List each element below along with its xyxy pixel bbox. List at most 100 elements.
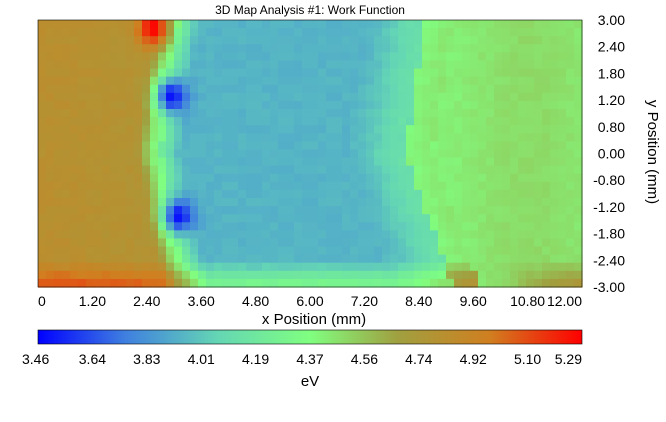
- heatmap-cell: [574, 36, 583, 45]
- heatmap-cell: [534, 270, 543, 280]
- heatmap-cell: [502, 181, 511, 191]
- colorbar-tick-label: 3.64: [79, 351, 106, 367]
- heatmap-cell: [526, 278, 535, 288]
- heatmap-cell: [70, 92, 79, 102]
- heatmap-cell: [502, 222, 511, 231]
- heatmap-cell: [350, 238, 359, 248]
- heatmap-cell: [246, 230, 255, 240]
- heatmap-cell: [422, 60, 431, 70]
- heatmap-cell: [198, 222, 207, 231]
- heatmap-cell: [62, 238, 71, 248]
- heatmap-cell: [422, 157, 431, 167]
- heatmap-cell: [118, 238, 127, 248]
- heatmap-cell: [190, 173, 199, 183]
- heatmap-cell: [70, 246, 79, 256]
- heatmap-cell: [454, 173, 463, 183]
- heatmap-cell: [526, 28, 535, 37]
- heatmap-cell: [534, 214, 543, 223]
- heatmap-cell: [182, 60, 191, 70]
- heatmap-cell: [214, 68, 223, 78]
- heatmap-cell: [326, 189, 335, 199]
- heatmap-cell: [222, 198, 231, 207]
- heatmap-cell: [166, 262, 175, 272]
- heatmap-cell: [374, 165, 383, 175]
- heatmap-cell: [182, 181, 191, 191]
- heatmap-cell: [574, 117, 583, 126]
- heatmap-cell: [286, 44, 295, 53]
- heatmap-cell: [494, 222, 503, 231]
- heatmap-cell: [190, 149, 199, 159]
- heatmap-cell: [486, 181, 495, 191]
- heatmap-cell: [326, 76, 335, 86]
- heatmap-cell: [110, 76, 119, 86]
- heatmap-cell: [310, 68, 319, 78]
- heatmap-cell: [486, 84, 495, 94]
- heatmap-cell: [102, 214, 111, 223]
- heatmap-cell: [558, 230, 567, 240]
- heatmap-cell: [462, 60, 471, 70]
- heatmap-cell: [446, 100, 455, 110]
- heatmap-cell: [350, 44, 359, 53]
- heatmap-cell: [158, 60, 167, 70]
- heatmap-cell: [358, 84, 367, 94]
- heatmap-cell: [286, 125, 295, 134]
- heatmap-cell: [374, 36, 383, 45]
- heatmap-cell: [462, 133, 471, 142]
- heatmap-cell: [534, 44, 543, 53]
- heatmap-cell: [526, 44, 535, 53]
- heatmap-cell: [278, 92, 287, 102]
- heatmap-cell: [254, 68, 263, 78]
- heatmap-cell: [550, 117, 559, 126]
- heatmap-cell: [238, 76, 247, 86]
- heatmap-cell: [430, 173, 439, 183]
- heatmap-cell: [150, 36, 159, 45]
- heatmap-cell: [318, 181, 327, 191]
- heatmap-cell: [46, 100, 55, 110]
- heatmap-cell: [438, 278, 447, 288]
- heatmap-cell: [390, 262, 399, 272]
- heatmap-cell: [358, 206, 367, 215]
- heatmap-cell: [326, 230, 335, 240]
- heatmap-cell: [94, 117, 103, 126]
- heatmap-cell: [334, 222, 343, 231]
- heatmap-cell: [326, 133, 335, 142]
- heatmap-cell: [254, 254, 263, 264]
- heatmap-cell: [270, 165, 279, 175]
- heatmap-cell: [294, 181, 303, 191]
- heatmap-cell: [94, 109, 103, 118]
- heatmap-cell: [270, 262, 279, 272]
- heatmap-cell: [102, 149, 111, 159]
- heatmap-cell: [150, 100, 159, 110]
- heatmap-cell: [158, 173, 167, 183]
- heatmap-cell: [270, 20, 279, 29]
- heatmap-cell: [486, 222, 495, 231]
- heatmap-cell: [422, 28, 431, 37]
- heatmap-cell: [342, 254, 351, 264]
- heatmap-cell: [542, 222, 551, 231]
- heatmap-cell: [110, 181, 119, 191]
- heatmap-cell: [166, 270, 175, 280]
- heatmap-cell: [294, 133, 303, 142]
- heatmap-cell: [222, 44, 231, 53]
- heatmap-cell: [542, 100, 551, 110]
- heatmap-cell: [446, 254, 455, 264]
- heatmap-cell: [438, 84, 447, 94]
- heatmap-cell: [198, 109, 207, 118]
- heatmap-cell: [382, 36, 391, 45]
- heatmap-cell: [550, 165, 559, 175]
- heatmap-cell: [566, 125, 575, 134]
- heatmap-cell: [166, 44, 175, 53]
- heatmap-cell: [158, 181, 167, 191]
- heatmap-cell: [326, 278, 335, 288]
- heatmap-cell: [382, 157, 391, 167]
- heatmap-cell: [110, 157, 119, 167]
- heatmap-cell: [414, 20, 423, 29]
- heatmap-cell: [222, 254, 231, 264]
- heatmap-cell: [550, 181, 559, 191]
- heatmap-cell: [118, 214, 127, 223]
- heatmap-cell: [510, 278, 519, 288]
- heatmap-cell: [278, 181, 287, 191]
- heatmap-cell: [278, 100, 287, 110]
- heatmap-cell: [190, 141, 199, 151]
- heatmap-cell: [86, 270, 95, 280]
